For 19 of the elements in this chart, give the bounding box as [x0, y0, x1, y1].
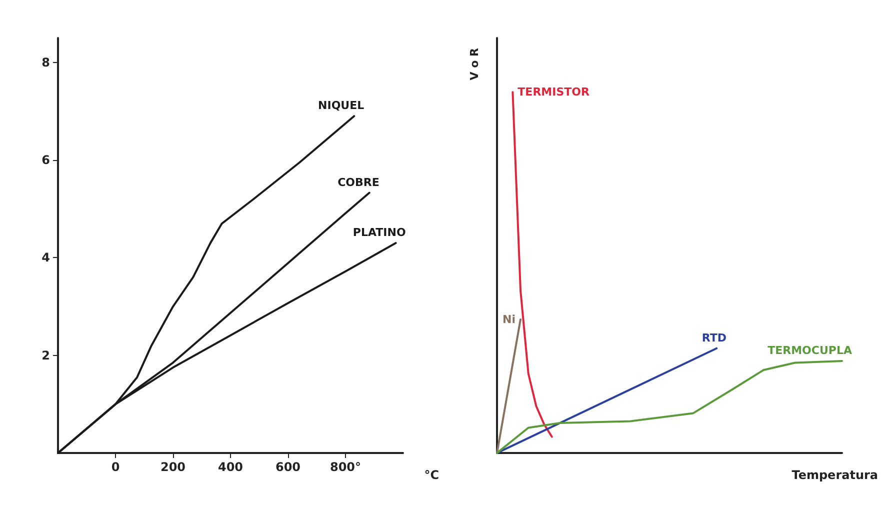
y-axis-title: V o R [468, 47, 481, 80]
x-tick-label: 600 [275, 460, 301, 474]
y-tick-label: 8 [42, 55, 50, 70]
y-tick-label: 6 [42, 153, 50, 168]
y-tick-label: 2 [42, 348, 50, 362]
series-label: NIQUEL [318, 99, 364, 112]
y-tick-label: 4 [42, 250, 50, 265]
series-label: TERMISTOR [518, 86, 590, 99]
series-label: Ni [502, 312, 516, 326]
x-tick-label: 0 [111, 460, 120, 474]
x-tick-label: 200 [160, 460, 186, 474]
series-label: RTD [702, 331, 727, 344]
x-tick-label: 400 [218, 460, 244, 474]
x-tick-label: 800° [330, 460, 362, 474]
series-label: PLATINO [352, 226, 406, 240]
series-label: COBRE [338, 176, 380, 189]
x-axis-title: Temperatura [792, 468, 878, 482]
x-axis-title: °C [424, 468, 440, 482]
series-label: TERMOCUPLA [768, 344, 852, 357]
